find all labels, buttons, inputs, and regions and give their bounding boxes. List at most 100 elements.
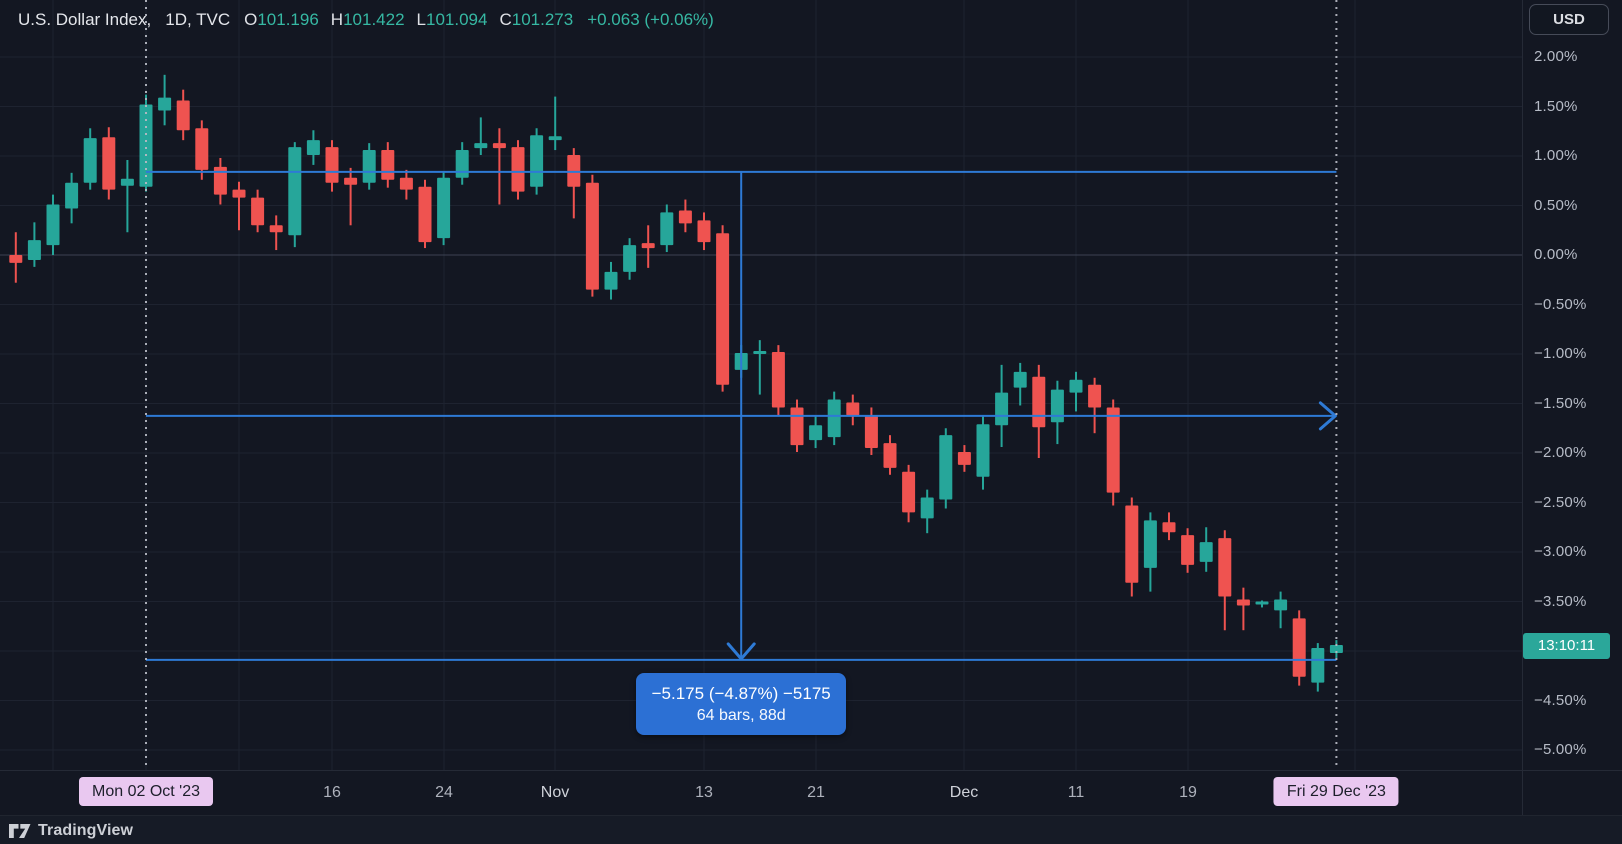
measure-right-arrowhead	[1318, 401, 1337, 431]
candle-body-down	[902, 471, 916, 513]
candle-body-down	[697, 220, 711, 243]
candle-body-up	[604, 271, 618, 290]
candle-body-down	[641, 243, 655, 249]
close-label: C	[499, 10, 512, 29]
measure-bars-text: 64 bars, 88d	[696, 706, 786, 724]
candle-body-down	[957, 452, 971, 465]
candle-body-down	[232, 189, 246, 198]
candle-body-down	[251, 197, 265, 226]
time-tick-label: 16	[323, 784, 341, 801]
candle-body-up	[995, 392, 1009, 426]
candle-body-down	[1181, 535, 1195, 565]
candle-body-up	[1050, 389, 1064, 423]
tradingview-logo-text: TradingView	[38, 821, 134, 839]
price-tick-label: 1.00%	[1534, 147, 1578, 164]
time-scale[interactable]: Mon 02 Oct '23 Fri 29 Dec '23 16 24 Nov 13 2…	[0, 770, 1622, 816]
time-scale-corner	[1522, 771, 1622, 816]
price-tick-label: 2.00%	[1534, 48, 1578, 65]
measure-down-arrowhead	[726, 642, 756, 661]
candle-body-down	[418, 186, 432, 243]
candle-body-up	[753, 351, 767, 354]
time-tick-label: 21	[807, 784, 825, 801]
candle-body-down	[771, 352, 785, 408]
low-label: L	[416, 10, 426, 29]
symbol-interval-exchange: 1D, TVC	[165, 10, 231, 29]
candle-body-down	[1088, 384, 1102, 408]
candle-body-down	[492, 143, 506, 149]
bar-countdown-badge: 13:10:11	[1523, 633, 1610, 660]
price-tick-label: −4.50%	[1534, 691, 1587, 709]
price-tick-label: 0.00%	[1534, 246, 1578, 263]
high-value: 101.422	[343, 10, 405, 29]
price-tick-label: −2.50%	[1534, 493, 1587, 511]
candle-body-down	[9, 255, 23, 263]
candle-body-up	[976, 424, 990, 477]
candle-body-down	[1032, 376, 1046, 428]
candle-body-down	[325, 147, 339, 183]
tradingview-logo-icon	[9, 823, 31, 839]
price-tick-label: −2.00%	[1534, 444, 1587, 461]
candlestick-chart-pane[interactable]	[0, 0, 1522, 770]
candle-body-down	[716, 233, 730, 385]
candle-body-down	[344, 177, 358, 185]
candle-body-up	[437, 177, 451, 239]
candle-body-down	[1125, 505, 1139, 583]
candle-body-up	[65, 182, 79, 209]
candle-body-down	[883, 443, 897, 468]
open-label: O	[244, 10, 258, 29]
candle-body-up	[827, 399, 841, 438]
candle-body-down	[1162, 522, 1176, 533]
tradingview-logo[interactable]: TradingView	[9, 822, 133, 840]
symbol-name: U.S. Dollar Index,	[18, 10, 152, 29]
price-tick-label: −3.50%	[1534, 592, 1587, 610]
range-end-date-badge[interactable]: Fri 29 Dec '23	[1273, 777, 1399, 806]
candle-body-down	[195, 128, 209, 170]
price-scale[interactable]: USD 13:10:11 2.00% 1.50% 1.00% 0.50% 0.00% −0…	[1522, 0, 1622, 770]
price-tick-label: −1.50%	[1534, 394, 1587, 412]
candle-body-up	[920, 497, 934, 519]
measure-tool-tooltip[interactable]: −5.175 (−4.87%) −5175 64 bars, 88d	[636, 673, 847, 735]
time-tick-label: 11	[1067, 784, 1085, 801]
candle-body-down	[1106, 407, 1120, 493]
price-tick-label: −0.50%	[1534, 295, 1587, 313]
candle-body-up	[158, 97, 172, 111]
time-tick-label: 19	[1179, 784, 1197, 801]
candle-body-up	[623, 245, 637, 272]
price-tick-label: −3.00%	[1534, 543, 1587, 560]
candle-body-down	[1218, 538, 1232, 597]
price-tick-label: −1.00%	[1534, 345, 1587, 362]
candle-body-up	[1274, 599, 1288, 611]
change-value: +0.063 (+0.06%)	[587, 10, 714, 29]
bottom-toolbar: TradingView	[0, 815, 1622, 844]
candle-body-down	[213, 166, 227, 195]
candle-body-up	[120, 178, 134, 186]
time-tick-month-label: Dec	[949, 784, 979, 801]
range-start-date-badge[interactable]: Mon 02 Oct '23	[79, 777, 213, 806]
candle-body-up	[288, 147, 302, 236]
currency-toggle-button[interactable]: USD	[1529, 4, 1609, 35]
time-tick-label: 13	[695, 784, 713, 801]
low-value: 101.094	[426, 10, 488, 29]
measure-change-text: −5.175 (−4.87%) −5175	[651, 683, 831, 703]
ohlc-values: O101.196 H101.422 L101.094 C101.273	[244, 10, 573, 30]
candle-body-up	[306, 140, 320, 156]
candle-body-up	[1329, 645, 1343, 653]
candle-body-up	[1143, 520, 1157, 568]
candle-body-down	[176, 100, 190, 131]
candle-body-down	[269, 225, 283, 233]
candle-body-up	[1069, 379, 1083, 393]
candle-body-up	[1311, 648, 1325, 683]
candle-body-up	[1255, 601, 1269, 605]
candle-body-up	[455, 150, 469, 178]
candle-body-up	[660, 212, 674, 246]
price-tick-label: 0.50%	[1534, 196, 1578, 214]
candle-body-down	[381, 150, 395, 180]
candle-body-down	[846, 402, 860, 416]
high-label: H	[330, 10, 344, 29]
candle-body-up	[474, 143, 488, 149]
price-tick-label: 1.50%	[1534, 97, 1578, 115]
candle-body-up	[1199, 542, 1213, 562]
candle-body-up	[362, 150, 376, 183]
symbol-header[interactable]: U.S. Dollar Index, 1D, TVC O101.196 H101…	[18, 10, 714, 30]
